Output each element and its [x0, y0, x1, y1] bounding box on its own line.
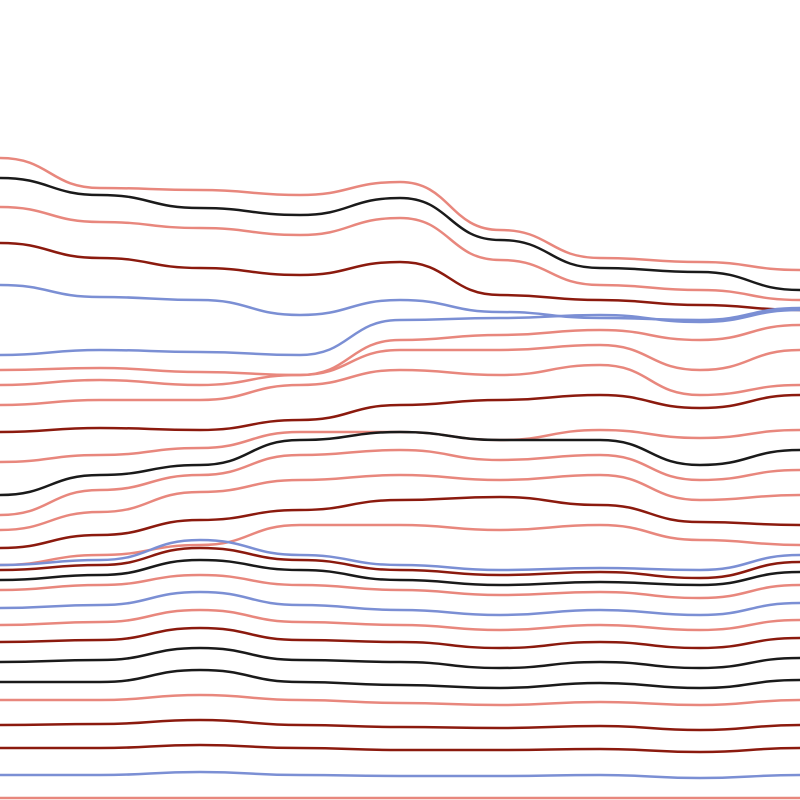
line [0, 343, 800, 387]
line [0, 363, 800, 407]
line [0, 626, 800, 650]
line [0, 668, 800, 690]
line [0, 538, 800, 572]
line [0, 176, 800, 292]
line [0, 770, 800, 780]
line [0, 646, 800, 670]
line [0, 308, 800, 357]
line [0, 393, 800, 434]
line [0, 558, 800, 587]
line [0, 718, 800, 732]
line [0, 241, 800, 312]
line [0, 743, 800, 754]
line [0, 573, 800, 600]
line [0, 473, 800, 532]
line [0, 608, 800, 632]
line [0, 546, 800, 580]
line [0, 428, 800, 464]
line [0, 448, 800, 517]
line [0, 205, 800, 302]
line [0, 590, 800, 617]
line [0, 495, 800, 550]
line [0, 693, 800, 707]
line [0, 323, 800, 377]
line [0, 156, 800, 272]
line [0, 430, 800, 497]
line [0, 523, 800, 567]
